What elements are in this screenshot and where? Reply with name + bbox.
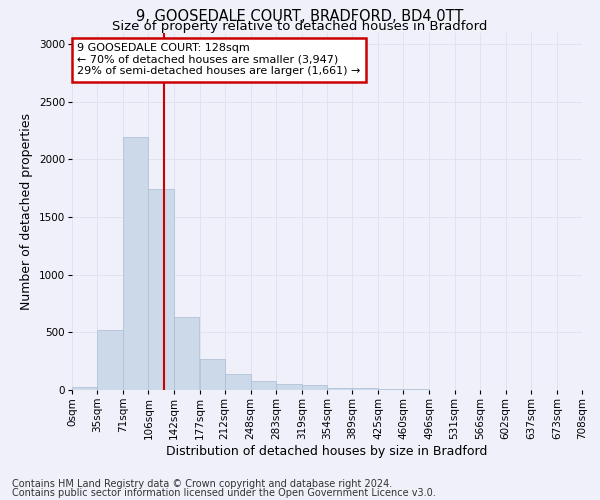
Text: 9 GOOSEDALE COURT: 128sqm
← 70% of detached houses are smaller (3,947)
29% of se: 9 GOOSEDALE COURT: 128sqm ← 70% of detac…: [77, 43, 361, 76]
Text: 9, GOOSEDALE COURT, BRADFORD, BD4 0TT: 9, GOOSEDALE COURT, BRADFORD, BD4 0TT: [136, 9, 464, 24]
Bar: [352, 388, 378, 390]
Bar: [276, 384, 302, 390]
X-axis label: Distribution of detached houses by size in Bradford: Distribution of detached houses by size …: [166, 444, 488, 458]
Text: Contains public sector information licensed under the Open Government Licence v3: Contains public sector information licen…: [12, 488, 436, 498]
Bar: [378, 389, 403, 390]
Bar: [327, 388, 352, 390]
Bar: [148, 190, 174, 390]
Y-axis label: Number of detached properties: Number of detached properties: [20, 113, 33, 310]
Text: Size of property relative to detached houses in Bradford: Size of property relative to detached ho…: [112, 20, 488, 33]
Bar: [174, 318, 199, 390]
Bar: [251, 381, 276, 390]
Bar: [123, 138, 148, 390]
Text: Contains HM Land Registry data © Crown copyright and database right 2024.: Contains HM Land Registry data © Crown c…: [12, 479, 392, 489]
Bar: [97, 330, 123, 390]
Bar: [199, 359, 225, 390]
Bar: [302, 386, 327, 390]
Bar: [72, 387, 97, 390]
Bar: [225, 374, 251, 390]
